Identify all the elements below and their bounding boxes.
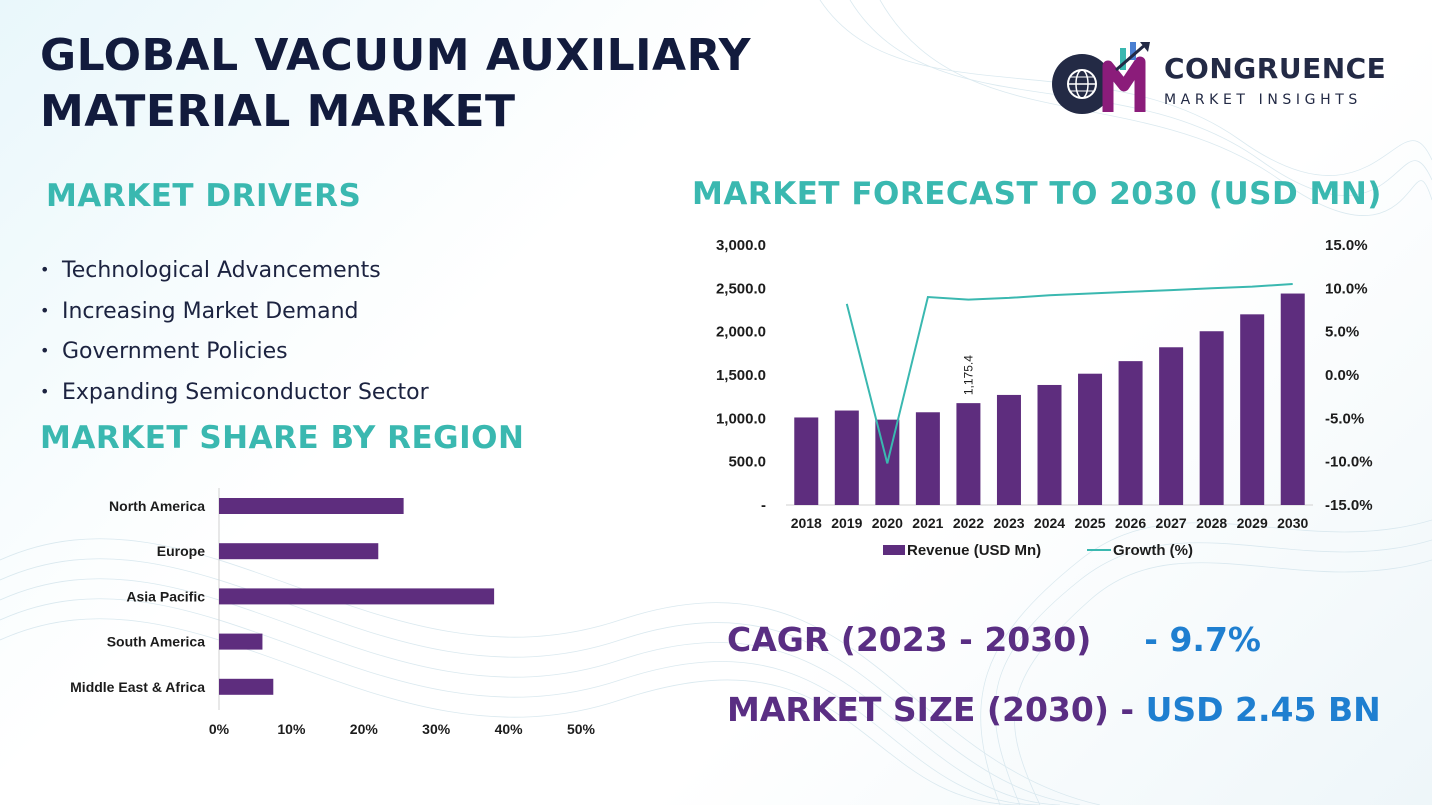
forecast-revenue-bar [1159,347,1184,505]
share-category-label: Middle East & Africa [70,679,205,695]
forecast-right-y-tick-label: 0.0% [1325,367,1359,384]
share-bar [219,588,495,605]
market-share-heading: MARKET SHARE BY REGION [40,420,525,456]
forecast-right-y-tick-label: 5.0% [1325,324,1359,341]
share-bar [219,633,263,650]
share-category-label: South America [107,634,205,650]
market-drivers-list: Technological Advancements Increasing Ma… [40,250,429,412]
share-bar [219,498,404,514]
forecast-left-y-tick-label: 1,000.0 [716,410,766,427]
share-x-tick-label: 20% [350,721,379,737]
forecast-revenue-bar [834,410,859,505]
share-x-tick-label: 40% [495,721,524,737]
cagr-label: CAGR (2023 - 2030) [727,620,1092,659]
driver-item: Government Policies [40,331,429,372]
share-category-label: Europe [157,543,205,559]
forecast-x-tick-label: 2021 [912,515,943,531]
forecast-revenue-bar [794,417,819,505]
forecast-growth-line [845,283,1293,464]
page-title-line2: MATERIAL MARKET [40,86,516,137]
legend-revenue-label: Revenue (USD Mn) [907,542,1041,559]
driver-item: Expanding Semiconductor Sector [40,372,429,413]
market-drivers-heading: MARKET DRIVERS [46,178,362,214]
forecast-left-y-tick-label: 2,000.0 [716,324,766,341]
share-x-tick-label: 0% [209,721,230,737]
forecast-x-tick-label: 2024 [1034,515,1065,531]
forecast-revenue-bar [1037,384,1062,505]
forecast-x-tick-label: 2030 [1277,515,1308,531]
forecast-x-tick-label: 2019 [831,515,862,531]
forecast-data-label: 1,175.4 [961,355,975,395]
share-bar [219,678,274,695]
driver-item: Increasing Market Demand [40,291,429,332]
forecast-combo-chart: - 500.0 1,000.0 1,500.0 2,000.0 2,500.0 3,000.… [716,237,1373,559]
forecast-revenue-bar [1280,293,1305,505]
driver-item: Technological Advancements [40,250,429,291]
forecast-x-tick-label: 2018 [791,515,822,531]
forecast-x-tick-label: 2022 [953,515,984,531]
forecast-right-y-tick-label: -15.0% [1325,497,1373,514]
share-x-tick-label: 50% [567,721,596,737]
forecast-x-tick-label: 2020 [872,515,903,531]
cagr-value: - 9.7% [1144,620,1261,659]
forecast-left-y-tick-label: 2,500.0 [716,280,766,297]
share-category-label: Asia Pacific [126,588,205,604]
market-forecast-heading: MARKET FORECAST TO 2030 (USD MN) [692,176,1382,212]
forecast-revenue-bar [915,412,940,505]
share-bar [219,543,379,560]
legend-revenue-swatch [883,545,905,555]
logo-tagline-text: MARKET INSIGHTS [1164,92,1362,108]
forecast-x-tick-label: 2027 [1156,515,1187,531]
page-title: GLOBAL VACUUM AUXILIARY MATERIAL MARKET [40,28,800,140]
share-x-tick-label: 30% [422,721,451,737]
share-category-label: North America [109,498,205,514]
forecast-x-tick-label: 2028 [1196,515,1227,531]
legend-growth-label: Growth (%) [1113,542,1193,559]
forecast-revenue-bar [1078,373,1103,505]
brand-logo: CONGRUENCE MARKET INSIGHTS [1046,40,1406,120]
forecast-x-tick-label: 2025 [1074,515,1105,531]
forecast-x-tick-label: 2023 [993,515,1024,531]
region-share-bar-chart: North America Europe Asia Pacific South Ame… [70,488,596,737]
forecast-x-tick-label: 2026 [1115,515,1146,531]
cagr-stat: CAGR (2023 - 2030) - 9.7% [727,620,1261,659]
share-x-tick-label: 10% [277,721,306,737]
forecast-right-y-tick-label: 10.0% [1325,280,1368,297]
forecast-right-y-tick-label: -10.0% [1325,454,1373,471]
forecast-revenue-bar [1199,331,1224,505]
forecast-x-tick-label: 2029 [1237,515,1268,531]
market-size-label: MARKET SIZE (2030) - [727,690,1135,729]
logo-brand-text: CONGRUENCE [1164,52,1387,85]
forecast-left-y-tick-label: 1,500.0 [716,367,766,384]
forecast-revenue-bar [996,394,1021,505]
forecast-left-y-tick-label: 500.0 [728,454,766,471]
forecast-revenue-bar [1118,361,1143,505]
forecast-revenue-bar [956,403,981,505]
forecast-left-y-tick-label: - [761,497,766,514]
cm-globe-logo-icon [1052,42,1150,114]
forecast-right-y-tick-label: -5.0% [1325,410,1364,427]
forecast-right-y-tick-label: 15.0% [1325,237,1368,254]
forecast-revenue-bar [1240,314,1265,505]
page-title-line1: GLOBAL VACUUM AUXILIARY [40,30,751,81]
market-size-value: USD 2.45 BN [1145,690,1381,729]
forecast-left-y-tick-label: 3,000.0 [716,237,766,254]
market-size-stat: MARKET SIZE (2030) - USD 2.45 BN [727,690,1381,729]
